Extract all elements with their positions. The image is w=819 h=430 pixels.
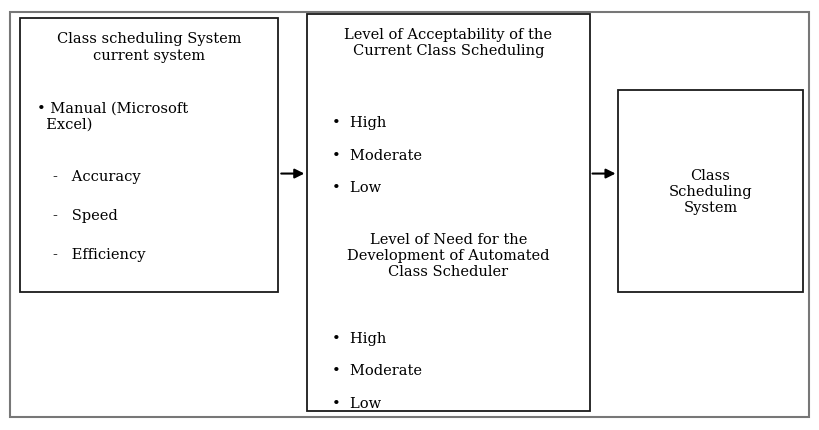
Text: -   Speed: - Speed: [53, 209, 118, 222]
Text: •  High: • High: [332, 116, 386, 130]
Bar: [618, 90, 803, 292]
Text: •  Low: • Low: [332, 181, 381, 194]
Bar: [307, 15, 590, 411]
Text: -   Accuracy: - Accuracy: [53, 170, 141, 184]
Text: Level of Acceptability of the
Current Class Scheduling: Level of Acceptability of the Current Cl…: [345, 28, 552, 58]
Text: -   Efficiency: - Efficiency: [53, 247, 146, 261]
Text: •  Low: • Low: [332, 396, 381, 409]
Text: • Manual (Microsoft
  Excel): • Manual (Microsoft Excel): [37, 101, 188, 131]
Text: Class
Scheduling
System: Class Scheduling System: [668, 168, 753, 215]
Text: •  Moderate: • Moderate: [332, 363, 422, 377]
Text: •  High: • High: [332, 331, 386, 345]
Bar: [20, 19, 278, 292]
Text: Class scheduling System
current system: Class scheduling System current system: [57, 32, 242, 62]
Text: •  Moderate: • Moderate: [332, 148, 422, 162]
Text: Level of Need for the
Development of Automated
Class Scheduler: Level of Need for the Development of Aut…: [347, 232, 550, 279]
